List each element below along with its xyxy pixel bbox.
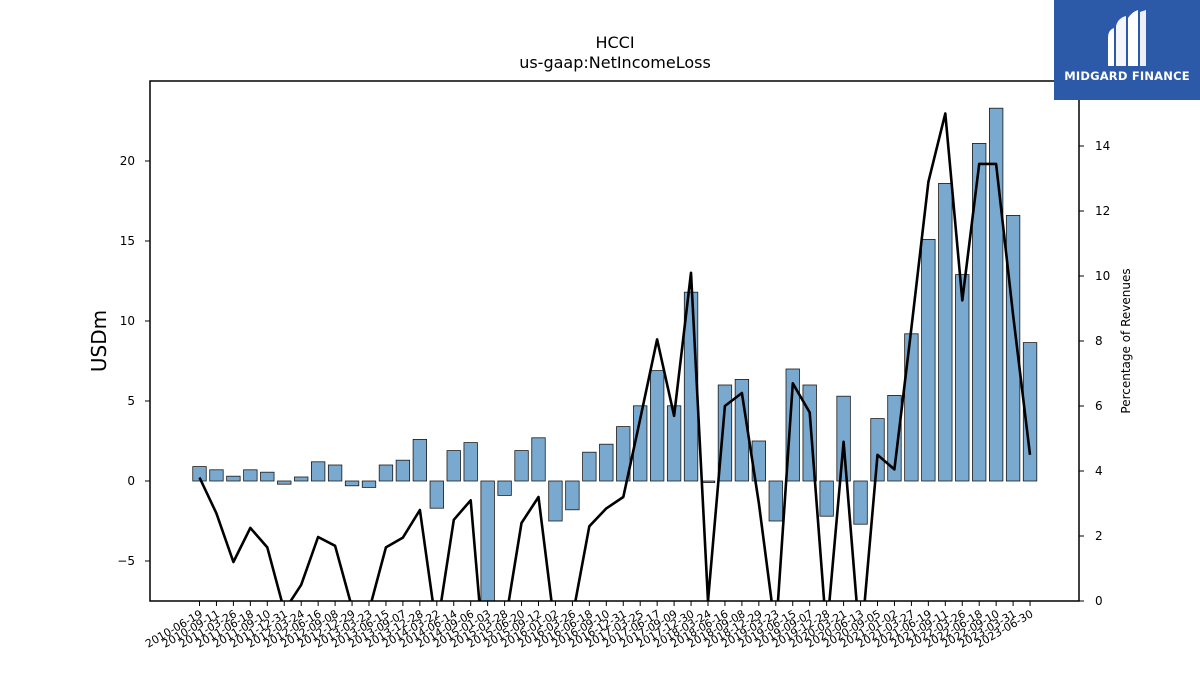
bar [344,480,360,487]
bar [497,480,512,496]
y2-tick-label: 4 [1095,464,1103,478]
bar [378,464,394,482]
bar [514,450,529,482]
y-tick-label: 15 [120,234,135,248]
chart-title: HCCI [595,33,634,52]
bar [650,370,665,482]
line-path [198,112,1032,601]
y-tick-label: 20 [120,154,135,168]
bar [395,459,411,482]
bar [972,142,987,482]
y-axis-label: USDm [87,310,111,372]
bar [327,464,343,482]
y2-tick-label: 12 [1095,204,1110,218]
y2-tick-label: 6 [1095,399,1103,413]
y2-tick-label: 2 [1095,529,1103,543]
bar [785,368,800,482]
y2-tick-label: 10 [1095,269,1110,283]
bar-series [192,107,1038,602]
y-tick-label: 10 [120,314,135,328]
bar [463,442,478,482]
y-tick-label: 5 [127,394,135,408]
bar [192,466,207,482]
bar [1022,342,1038,482]
bar [768,480,783,522]
bar [446,450,461,482]
bar [700,480,716,484]
bar [853,480,868,525]
bar [633,405,648,482]
brand-logo: MIDGARD FINANCE [1054,0,1200,100]
bar [870,418,885,482]
bar [582,451,597,482]
bar [310,461,326,482]
bar [819,480,834,517]
bar [938,182,953,482]
bar [361,480,377,488]
bar [616,426,631,482]
logo-mark-icon [1108,10,1146,66]
line-series [198,112,1032,601]
chart-subtitle: us-gaap:NetIncomeLoss [519,53,711,72]
y-tick-label: 0 [127,474,135,488]
y-axis: −5 0 5 10 15 20 [117,154,150,568]
bar [480,480,495,602]
y2-axis: 0 2 4 6 8 10 12 14 [1079,139,1110,608]
bar [209,469,224,482]
bar [548,480,563,522]
bar [921,238,936,482]
logo-text: MIDGARD FINANCE [1064,69,1190,83]
bar [836,395,851,482]
bar [955,274,970,482]
bar [565,480,580,511]
bar [904,333,919,482]
bar [277,480,292,485]
bar [243,469,258,482]
bar [531,437,546,482]
bar [599,443,614,482]
y2-tick-label: 8 [1095,334,1103,348]
y2-axis-label: Percentage of Revenues [1119,268,1133,413]
y-tick-label: −5 [117,554,135,568]
bar [412,438,428,482]
bar [429,480,444,509]
bar [226,475,241,482]
bar [887,394,902,482]
y2-tick-label: 0 [1095,594,1103,608]
x-axis: 2010-06-192010-09-112011-03-262011-06-18… [143,601,1036,651]
y2-tick-label: 14 [1095,139,1110,153]
bar [294,476,309,482]
bar [260,471,275,482]
